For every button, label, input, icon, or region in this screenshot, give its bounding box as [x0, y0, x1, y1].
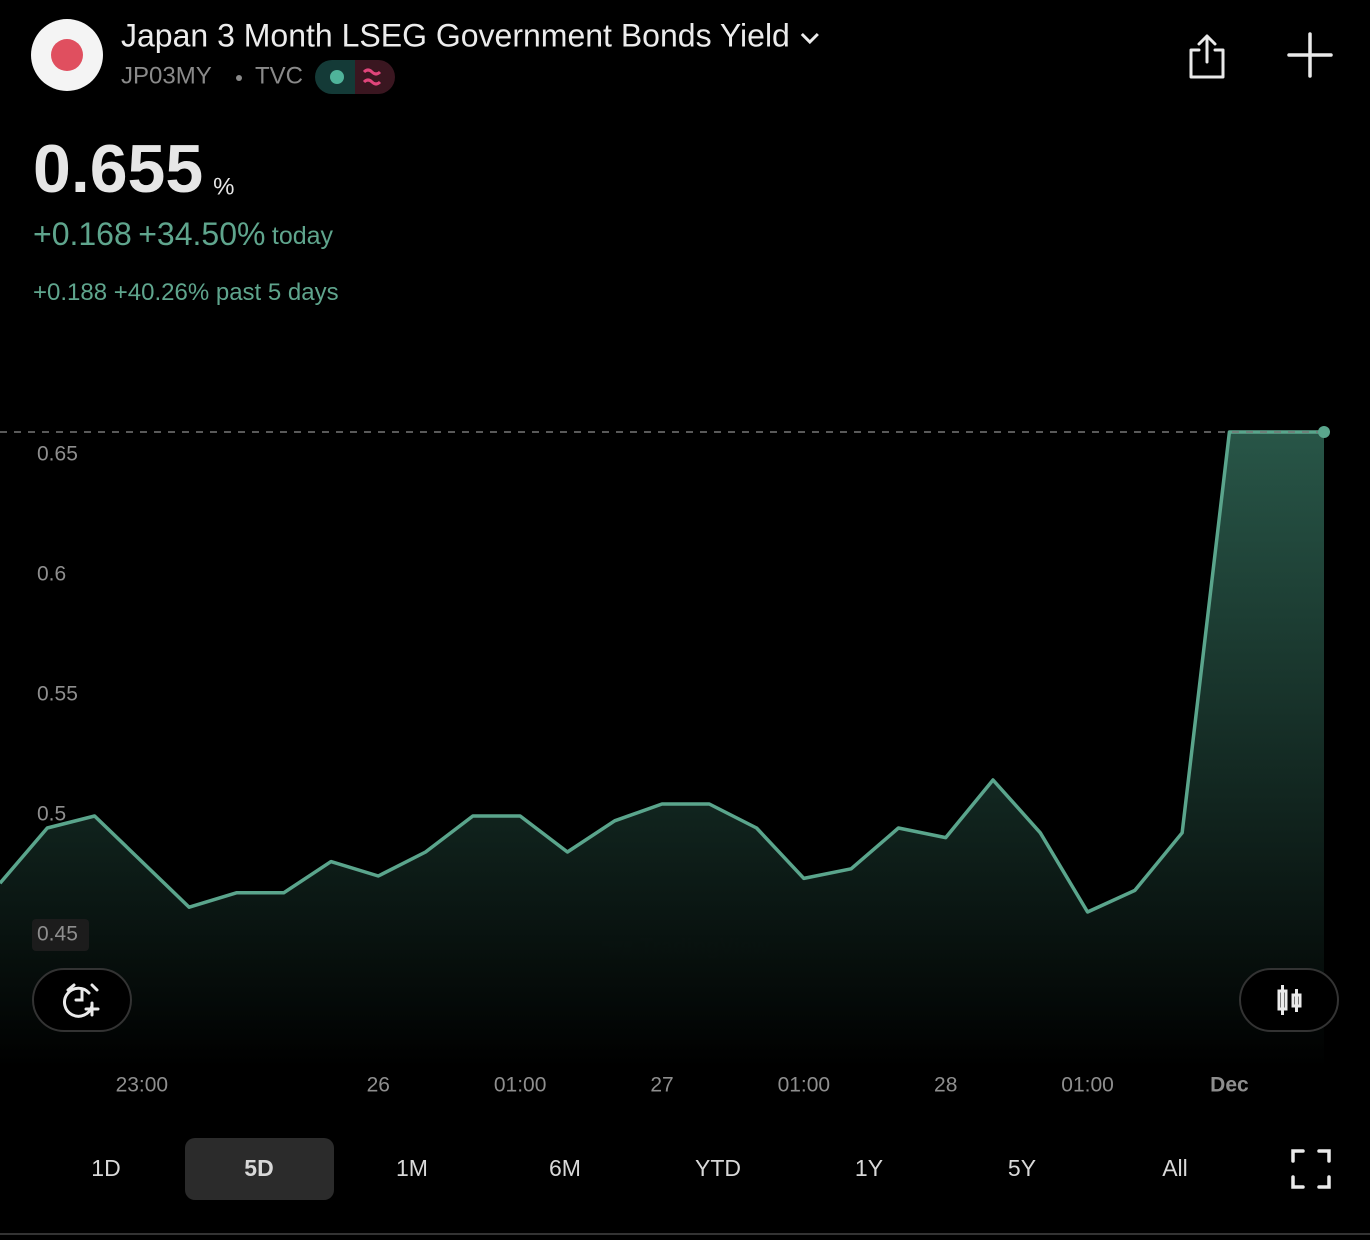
share-button[interactable]: [1189, 34, 1225, 79]
price-line: [0, 430, 1324, 914]
y-tick-label: 0.5: [37, 803, 66, 826]
add-button[interactable]: [1287, 32, 1333, 78]
price: 0.655: [33, 131, 203, 207]
range-button[interactable]: 6M: [549, 1155, 581, 1181]
title-dropdown[interactable]: [800, 32, 819, 45]
change: +0.168: [33, 216, 132, 252]
chart-style-button[interactable]: [1239, 968, 1339, 1032]
fullscreen-button[interactable]: [1291, 1149, 1331, 1189]
range-button[interactable]: 5D: [244, 1155, 273, 1181]
range-button[interactable]: 5Y: [1008, 1155, 1036, 1181]
y-tick-label-bg: [32, 919, 89, 951]
last-value-dot: [1318, 426, 1330, 438]
x-tick-label: 01:00: [778, 1074, 831, 1097]
x-tick-label: 27: [650, 1074, 673, 1097]
x-tick-label: 26: [367, 1074, 390, 1097]
y-tick-label: 0.6: [37, 563, 66, 586]
chart: TradingView0.450.50.550.60.6523:002601:0…: [0, 426, 1330, 1097]
range-bar: 1D 5D 1M 6M YTD 1Y 5Y All: [91, 1138, 1188, 1200]
change: +0.188: [33, 279, 107, 306]
y-tick-label: 0.45: [37, 923, 78, 946]
change-percent: +34.50%: [138, 216, 265, 252]
area-fill: [0, 432, 1324, 1068]
range-button[interactable]: 1D: [91, 1155, 120, 1181]
x-tick-label: 01:00: [1061, 1074, 1114, 1097]
symbol-title[interactable]: Japan 3 Month LSEG Government Bonds Yiel…: [121, 17, 790, 53]
change-5d: +0.188 +40.26% past 5 days: [33, 279, 339, 306]
x-tick-label: 01:00: [494, 1074, 547, 1097]
range-button[interactable]: 1M: [396, 1155, 428, 1181]
separator: [236, 75, 242, 81]
symbol-code: JP03MY: [121, 62, 212, 89]
status-badge: [315, 60, 395, 94]
symbol-logo: [31, 19, 103, 91]
alert-button[interactable]: [32, 968, 132, 1032]
y-tick-label: 0.65: [37, 443, 78, 466]
range-button[interactable]: YTD: [695, 1155, 741, 1181]
range-selected-bg: [185, 1138, 334, 1200]
change-percent: +40.26%: [114, 279, 209, 306]
range-button[interactable]: 1Y: [855, 1155, 883, 1181]
x-tick-label: Dec: [1210, 1074, 1249, 1097]
x-tick-label: 28: [934, 1074, 957, 1097]
x-tick-label: 23:00: [116, 1074, 169, 1097]
change-period: past 5 days: [216, 279, 339, 306]
price-unit: %: [213, 173, 234, 200]
range-button[interactable]: All: [1162, 1155, 1188, 1181]
y-tick-label: 0.55: [37, 683, 78, 706]
change-period: today: [272, 222, 334, 250]
exchange: TVC: [255, 62, 303, 89]
change-today: +0.168 +34.50% today: [33, 216, 334, 252]
